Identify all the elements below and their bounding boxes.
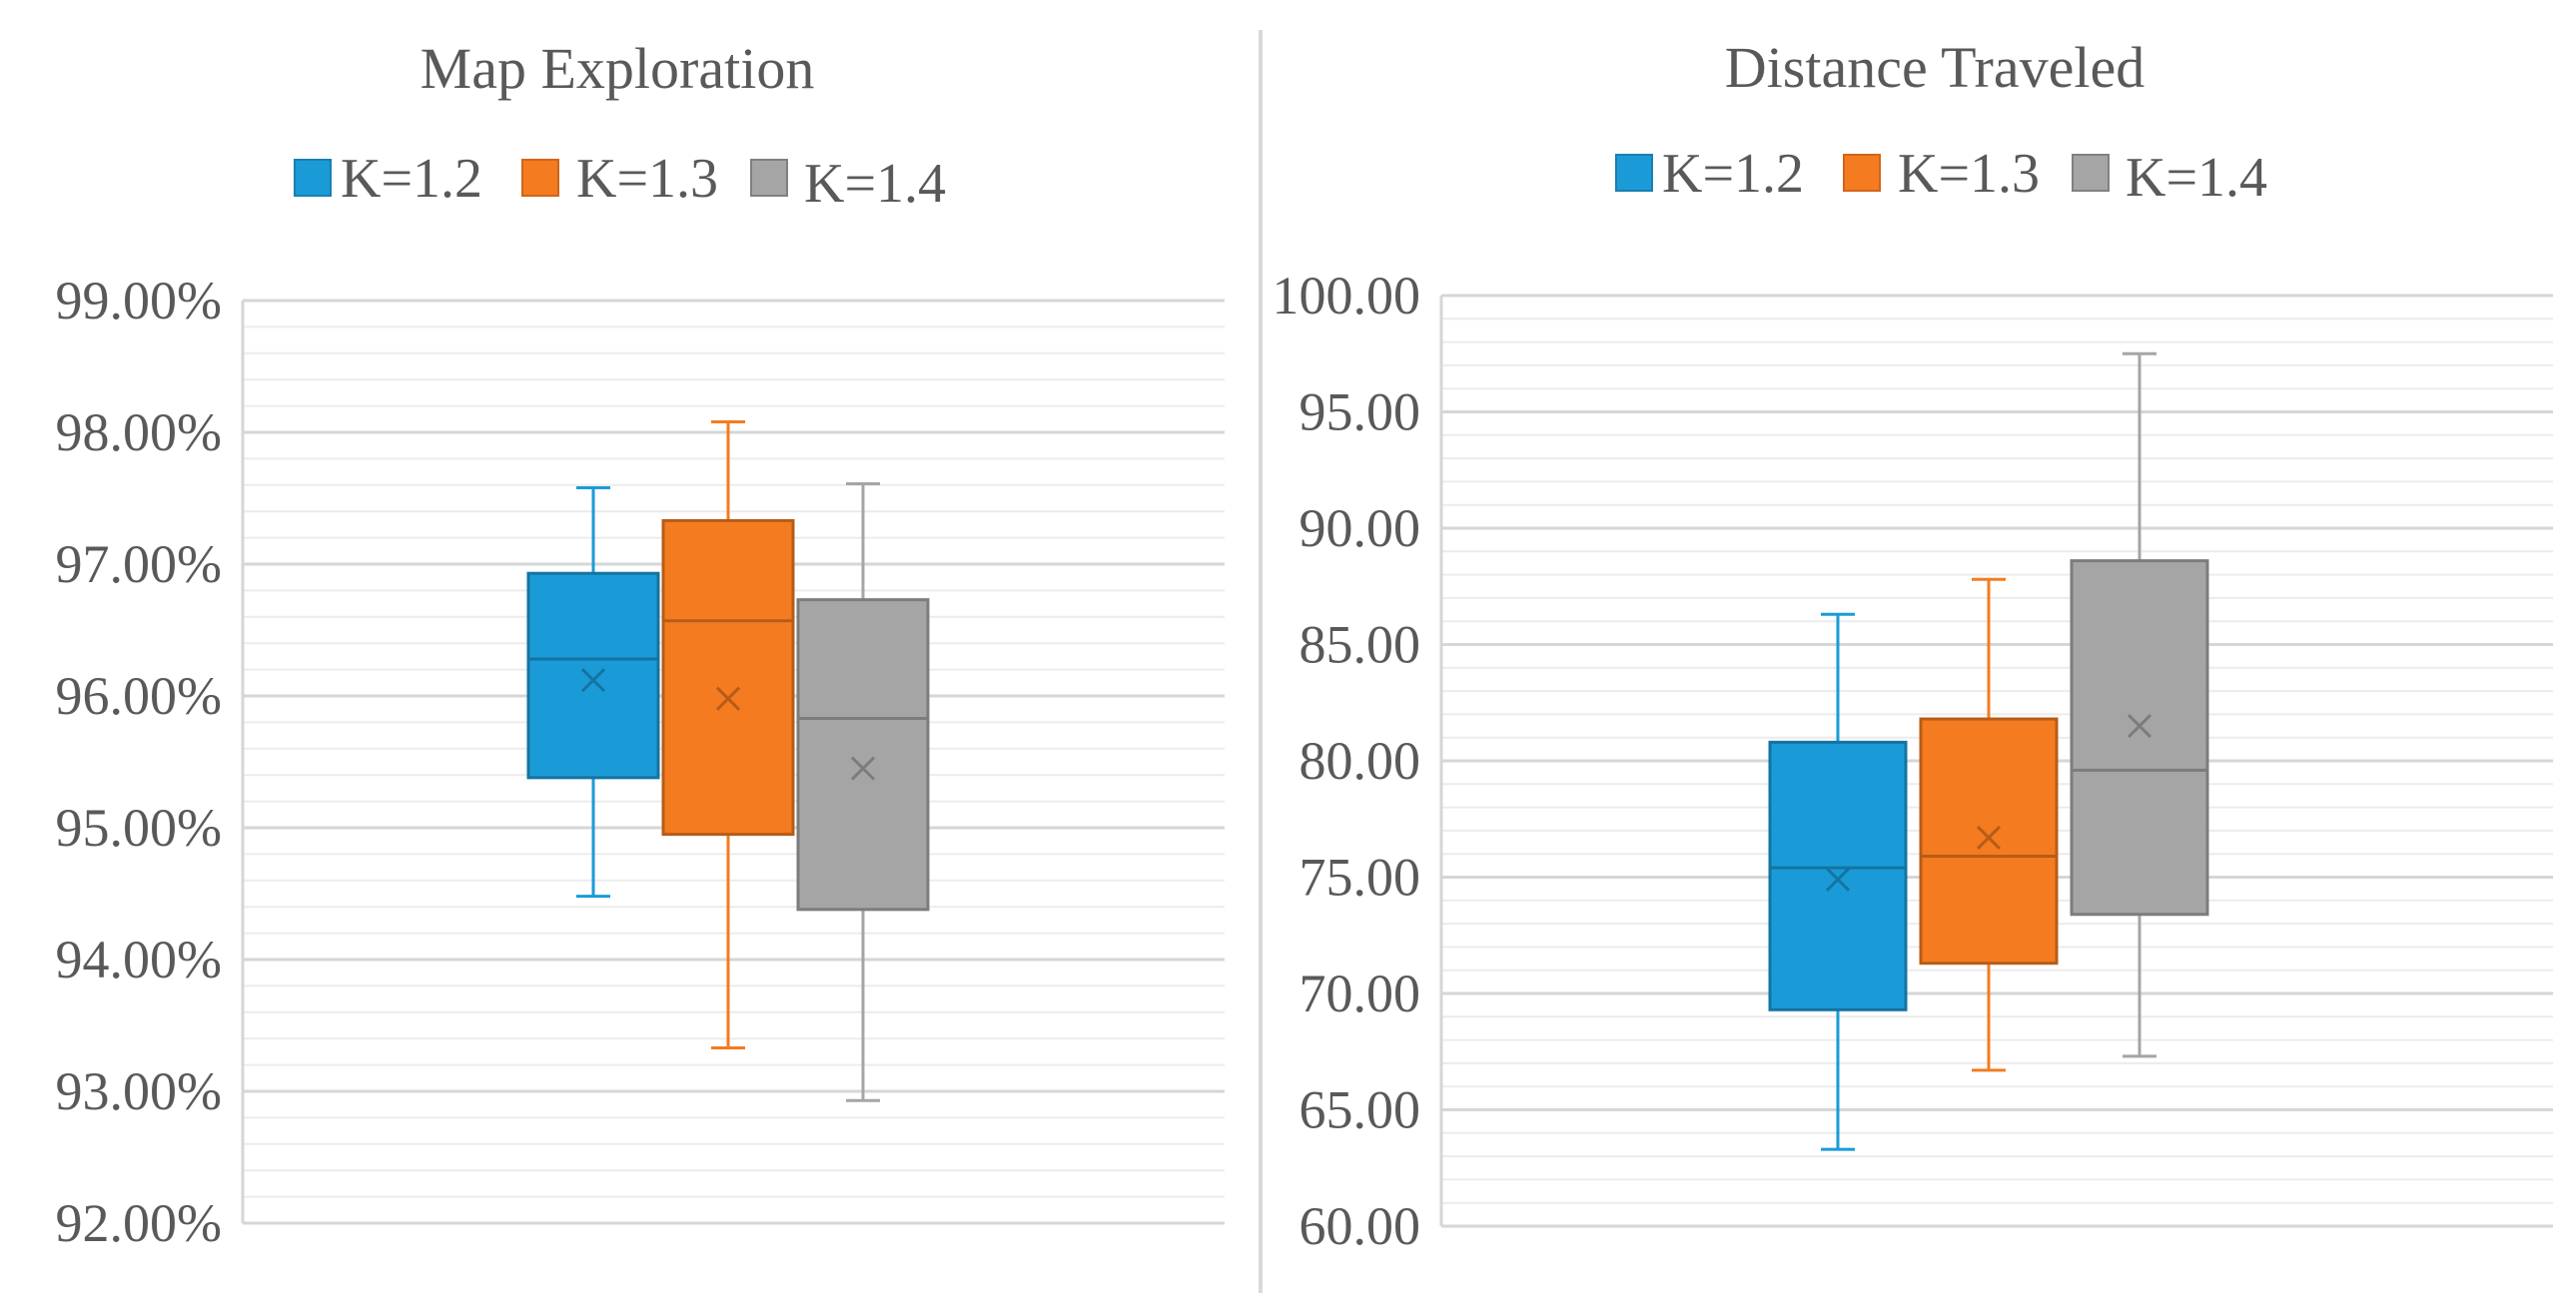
y-tick-label: 98.00%: [56, 402, 222, 462]
iqr-box: [1768, 740, 1908, 1011]
y-tick-label: 99.00%: [56, 271, 222, 330]
y-tick-label: 95.00%: [56, 798, 222, 858]
distance-traveled-panel: Distance Traveled K=1.2 K=1.3 K=1.4 100.…: [1273, 35, 2553, 1256]
legend-label-k14: K=1.4: [804, 153, 946, 215]
mean-marker: [715, 686, 741, 711]
y-tick-label: 90.00: [1299, 498, 1421, 558]
mean-marker: [850, 756, 876, 781]
y-axis-ticks: 100.00 95.00 90.00 85.00 80.00 75.00 70.00 65.0…: [1273, 266, 1421, 1256]
legend: K=1.2 K=1.3 K=1.4: [294, 148, 946, 215]
legend-swatch-k14: [2072, 154, 2110, 192]
box-k-1-4: [2070, 351, 2209, 1058]
legend-label-k14: K=1.4: [2126, 147, 2267, 209]
y-tick-label: 60.00: [1299, 1196, 1421, 1256]
y-tick-label: 100.00: [1273, 266, 1421, 326]
legend-label-k13: K=1.3: [1898, 143, 2040, 205]
y-tick-label: 94.00%: [56, 930, 222, 989]
map-exploration-panel: Map Exploration K=1.2 K=1.3 K=1.4 99.00%…: [56, 36, 1225, 1253]
legend-swatch-k13: [521, 159, 559, 197]
iqr-box: [2070, 559, 2209, 917]
legend-label-k12: K=1.2: [1662, 143, 1804, 205]
box-series: [526, 419, 930, 1102]
chart-title: Distance Traveled: [1725, 35, 2145, 100]
y-tick-label: 92.00%: [56, 1193, 222, 1253]
legend: K=1.2 K=1.3 K=1.4: [1615, 143, 2267, 209]
y-tick-label: 96.00%: [56, 666, 222, 726]
iqr-box: [796, 598, 930, 912]
box-k-1-3: [1919, 577, 2059, 1072]
iqr-box: [1919, 717, 2059, 966]
y-tick-label: 97.00%: [56, 534, 222, 594]
box-k-1-3: [661, 419, 795, 1049]
y-tick-label: 85.00: [1299, 615, 1421, 675]
chart-title: Map Exploration: [421, 36, 815, 101]
legend-label-k13: K=1.3: [576, 148, 718, 210]
iqr-box: [661, 518, 795, 837]
mean-marker: [1825, 867, 1851, 892]
y-tick-label: 65.00: [1299, 1080, 1421, 1140]
box-k-1-4: [796, 481, 930, 1102]
y-tick-label: 95.00: [1299, 382, 1421, 442]
box-k-1-2: [1768, 612, 1908, 1151]
mean-marker: [580, 668, 606, 693]
box-k-1-2: [526, 485, 660, 899]
y-tick-label: 70.00: [1299, 964, 1421, 1023]
legend-swatch-k14: [750, 159, 788, 197]
mean-marker: [2127, 713, 2152, 739]
box-series: [1768, 351, 2209, 1151]
legend-swatch-k12: [294, 159, 332, 197]
mean-marker: [1976, 825, 2002, 850]
y-tick-label: 75.00: [1299, 848, 1421, 908]
y-tick-label: 93.00%: [56, 1061, 222, 1121]
y-tick-label: 80.00: [1299, 731, 1421, 791]
y-axis-ticks: 99.00% 98.00% 97.00% 96.00% 95.00% 94.00% 93.0…: [56, 271, 222, 1253]
legend-swatch-k13: [1843, 154, 1881, 192]
legend-swatch-k12: [1615, 154, 1653, 192]
legend-label-k12: K=1.2: [341, 148, 482, 210]
iqr-box: [526, 571, 660, 780]
